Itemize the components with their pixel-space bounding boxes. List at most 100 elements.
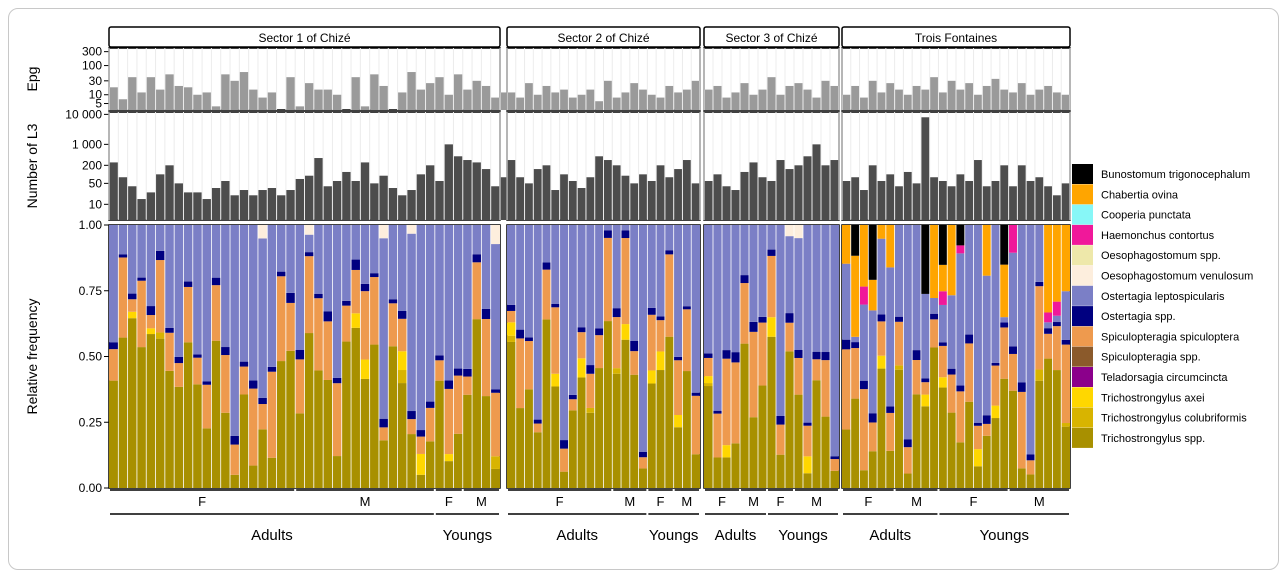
- legend-swatch: [1072, 245, 1093, 266]
- freq-segment: [704, 353, 713, 358]
- l3-bar: [647, 180, 656, 220]
- freq-segment: [304, 256, 314, 334]
- freq-segment: [612, 308, 622, 318]
- freq-segment: [118, 225, 128, 255]
- freq-segment: [559, 471, 569, 488]
- freq-segment: [877, 368, 886, 488]
- freq-segment: [285, 350, 296, 488]
- freq-segment: [515, 338, 525, 409]
- l3-bar: [577, 188, 586, 220]
- freq-segment: [749, 225, 758, 322]
- l3-bar: [239, 190, 249, 220]
- l3-bar: [463, 160, 472, 220]
- legend-label: Oesophagostomum venulosum: [1101, 271, 1253, 283]
- freq-segment: [533, 225, 543, 420]
- freq-segment: [109, 349, 119, 381]
- freq-segment: [794, 394, 803, 488]
- freq-segment: [956, 391, 965, 443]
- epg-bar: [491, 97, 500, 110]
- panel-1-tick-label: 300: [82, 45, 102, 59]
- freq-segment: [524, 337, 534, 342]
- freq-segment: [664, 336, 674, 488]
- freq-segment: [1008, 346, 1018, 354]
- freq-segment: [956, 245, 965, 254]
- sex-label: F: [777, 494, 785, 509]
- legend-swatch: [1072, 164, 1093, 184]
- epg-bar: [903, 94, 912, 110]
- freq-segment: [830, 470, 839, 488]
- freq-segment: [192, 354, 203, 358]
- freq-segment: [397, 351, 407, 371]
- l3-bar: [314, 158, 323, 220]
- age-label: Youngs: [979, 527, 1029, 544]
- l3-bar: [568, 180, 577, 220]
- freq-segment: [1034, 380, 1044, 488]
- freq-segment: [585, 225, 595, 366]
- freq-segment: [1052, 225, 1062, 302]
- epg-bar: [895, 89, 903, 110]
- freq-segment: [369, 225, 379, 274]
- epg-bar: [612, 97, 621, 110]
- epg-bar: [731, 92, 740, 110]
- freq-segment: [612, 373, 622, 488]
- freq-segment: [947, 374, 956, 413]
- l3-bar: [351, 180, 360, 220]
- freq-segment: [929, 319, 939, 348]
- panel-2-tick-label: 50: [89, 176, 103, 190]
- freq-segment: [1026, 454, 1035, 461]
- freq-segment: [174, 356, 184, 364]
- l3-bar: [630, 183, 639, 220]
- epg-bar: [1035, 89, 1044, 110]
- l3-bar: [947, 186, 956, 220]
- panel-3-tick-label: 1.00: [79, 218, 103, 232]
- freq-segment: [594, 225, 604, 329]
- freq-segment: [767, 336, 776, 488]
- freq-segment: [295, 349, 305, 360]
- freq-segment: [202, 428, 212, 488]
- freq-segment: [785, 351, 794, 488]
- freq-segment: [794, 349, 803, 358]
- freq-segment: [758, 322, 767, 386]
- freq-segment: [183, 286, 193, 343]
- freq-segment: [434, 360, 445, 381]
- epg-bar: [722, 97, 731, 110]
- sex-label: F: [556, 494, 564, 509]
- l3-bar: [691, 183, 700, 220]
- freq-segment: [453, 375, 463, 434]
- freq-segment: [257, 429, 268, 488]
- facet-strip: [506, 26, 701, 48]
- freq-segment: [406, 419, 417, 435]
- freq-segment: [785, 236, 794, 314]
- freq-segment: [664, 225, 674, 251]
- freq-segment: [731, 443, 740, 488]
- freq-segment: [304, 225, 314, 235]
- freq-segment: [453, 433, 463, 488]
- freq-segment: [1017, 382, 1027, 392]
- freq-segment: [388, 346, 398, 488]
- epg-bar: [551, 92, 560, 110]
- freq-segment: [1052, 326, 1062, 371]
- l3-bar: [639, 174, 647, 220]
- legend-label: Bunostomum trigonocephalum: [1101, 169, 1250, 181]
- freq-segment: [868, 225, 878, 280]
- l3-bar: [193, 192, 202, 220]
- l3-bar: [974, 160, 982, 220]
- legend-swatch: [1072, 306, 1093, 327]
- freq-segment: [515, 329, 525, 339]
- freq-segment: [341, 305, 352, 342]
- freq-segment: [1008, 390, 1018, 488]
- freq-segment: [776, 424, 785, 455]
- freq-segment: [313, 225, 324, 294]
- freq-segment: [682, 225, 692, 307]
- freq-segment: [947, 295, 956, 369]
- age-label: Youngs: [443, 527, 493, 544]
- freq-segment: [964, 334, 974, 344]
- sex-label: F: [445, 494, 453, 509]
- l3-bar: [665, 177, 674, 220]
- freq-segment: [276, 271, 286, 277]
- l3-bar: [586, 177, 595, 220]
- freq-segment: [812, 380, 821, 488]
- freq-segment: [929, 347, 939, 488]
- epg-bar: [630, 83, 639, 110]
- freq-segment: [603, 225, 613, 231]
